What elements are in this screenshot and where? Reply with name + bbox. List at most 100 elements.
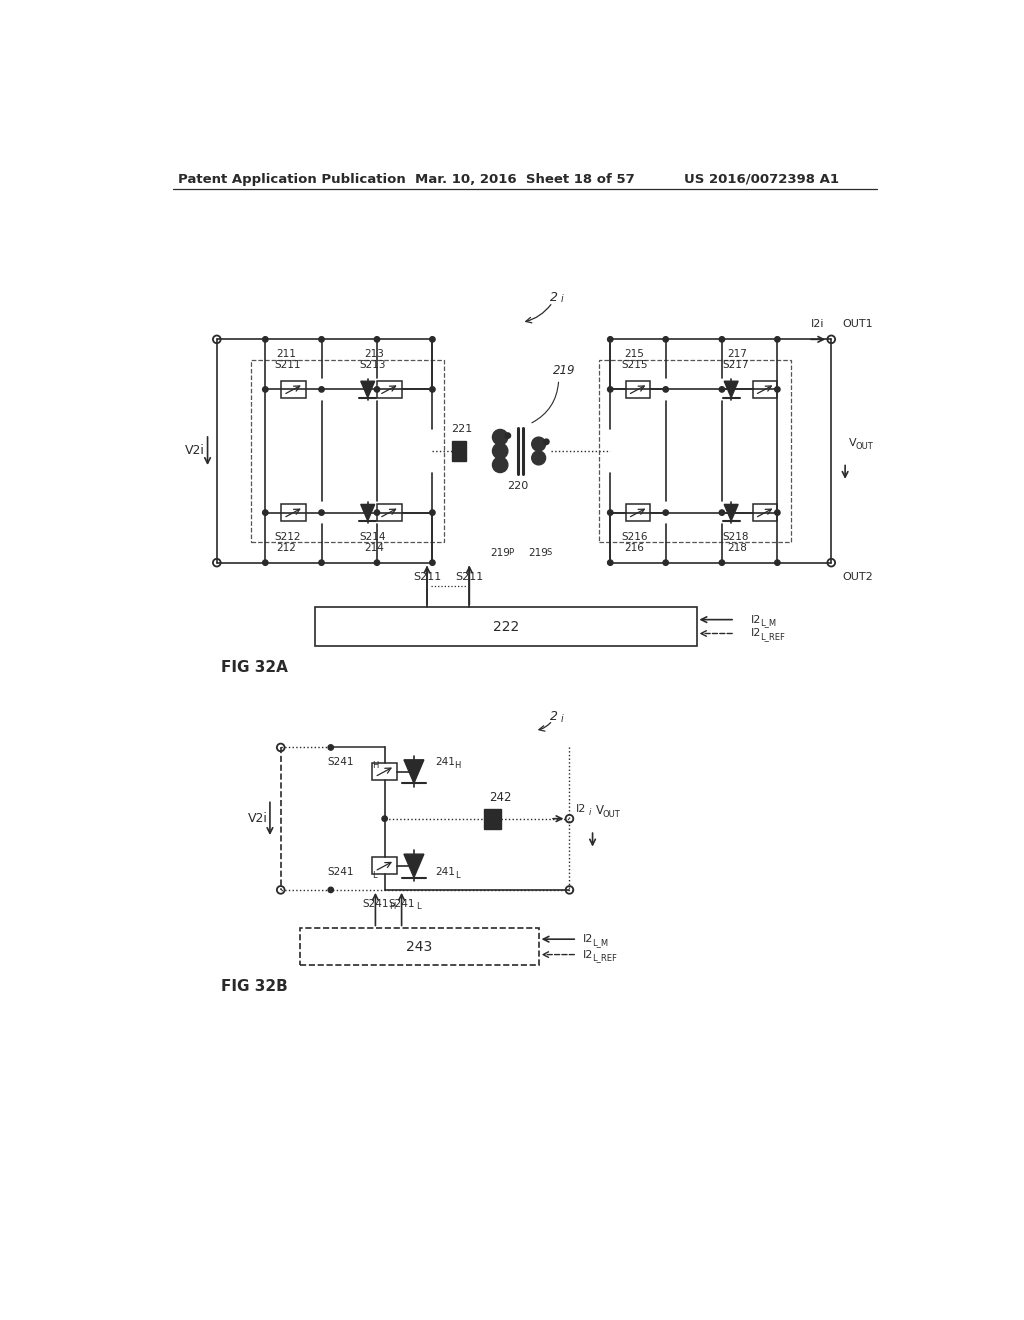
- Circle shape: [663, 560, 669, 565]
- Circle shape: [430, 387, 435, 392]
- Circle shape: [328, 887, 334, 892]
- Circle shape: [328, 744, 334, 750]
- Text: I2: I2: [584, 949, 594, 960]
- Text: S241: S241: [388, 899, 415, 908]
- Text: 219: 219: [553, 363, 575, 376]
- Circle shape: [775, 387, 780, 392]
- Circle shape: [262, 510, 268, 515]
- Text: L: L: [455, 871, 460, 879]
- Text: I2: I2: [751, 615, 761, 624]
- Text: S216: S216: [621, 532, 647, 543]
- Bar: [252, 360, 444, 543]
- Text: 222: 222: [493, 619, 519, 634]
- Text: S241: S241: [328, 758, 354, 767]
- Text: 217: 217: [727, 348, 748, 359]
- Circle shape: [262, 560, 268, 565]
- Text: FIG 32A: FIG 32A: [221, 660, 289, 675]
- Text: H: H: [389, 903, 395, 911]
- Text: Patent Application Publication: Patent Application Publication: [178, 173, 407, 186]
- Text: L_REF: L_REF: [593, 953, 617, 962]
- Circle shape: [775, 560, 780, 565]
- Circle shape: [318, 387, 325, 392]
- Text: S241: S241: [328, 867, 354, 876]
- Text: L: L: [416, 903, 421, 911]
- Text: S217: S217: [723, 360, 749, 370]
- Circle shape: [262, 337, 268, 342]
- Circle shape: [531, 451, 546, 465]
- Circle shape: [607, 510, 613, 515]
- Text: 218: 218: [727, 543, 748, 553]
- Text: V: V: [849, 438, 857, 449]
- Text: H: H: [454, 760, 460, 770]
- Circle shape: [544, 440, 549, 445]
- Text: OUT: OUT: [603, 809, 621, 818]
- Circle shape: [663, 510, 669, 515]
- Text: OUT: OUT: [855, 442, 873, 451]
- Text: L: L: [373, 871, 377, 879]
- Text: Mar. 10, 2016  Sheet 18 of 57: Mar. 10, 2016 Sheet 18 of 57: [415, 173, 635, 186]
- Text: i: i: [560, 714, 563, 723]
- Text: 215: 215: [625, 348, 644, 359]
- Text: P: P: [508, 548, 513, 557]
- Circle shape: [719, 510, 725, 515]
- Bar: [599, 360, 792, 543]
- Bar: [453, 441, 466, 461]
- Polygon shape: [724, 381, 738, 397]
- Circle shape: [493, 457, 508, 473]
- Circle shape: [719, 560, 725, 565]
- Circle shape: [430, 560, 435, 565]
- Polygon shape: [724, 504, 738, 521]
- Text: I2i: I2i: [811, 319, 824, 329]
- Text: I2: I2: [751, 628, 761, 639]
- Text: S211: S211: [274, 360, 300, 370]
- Text: OUT2: OUT2: [843, 572, 873, 582]
- Circle shape: [382, 816, 387, 821]
- Circle shape: [663, 387, 669, 392]
- Text: FIG 32B: FIG 32B: [221, 979, 288, 994]
- Polygon shape: [404, 760, 424, 783]
- Text: S218: S218: [723, 532, 749, 543]
- Text: I2: I2: [575, 804, 586, 814]
- Text: I2: I2: [584, 935, 594, 944]
- Bar: [626, 504, 650, 521]
- Bar: [753, 504, 777, 521]
- Text: S214: S214: [359, 532, 386, 543]
- Text: US 2016/0072398 A1: US 2016/0072398 A1: [684, 173, 840, 186]
- Text: 220: 220: [507, 480, 528, 491]
- Text: 2: 2: [550, 290, 558, 304]
- Text: S213: S213: [359, 360, 386, 370]
- Circle shape: [374, 560, 380, 565]
- Circle shape: [318, 560, 325, 565]
- Text: 2: 2: [550, 710, 558, 723]
- Circle shape: [505, 433, 511, 438]
- Text: S211: S211: [456, 572, 483, 582]
- Text: L_REF: L_REF: [760, 632, 784, 642]
- Bar: [282, 381, 306, 397]
- Polygon shape: [360, 504, 375, 521]
- Bar: [484, 809, 501, 829]
- Bar: [315, 607, 696, 645]
- Text: S: S: [547, 548, 552, 557]
- Circle shape: [374, 337, 380, 342]
- Bar: [373, 858, 397, 874]
- Circle shape: [607, 337, 613, 342]
- Text: 213: 213: [364, 348, 384, 359]
- Circle shape: [531, 437, 546, 451]
- Text: 211: 211: [275, 348, 296, 359]
- Circle shape: [374, 510, 380, 515]
- Bar: [282, 504, 306, 521]
- Text: OUT1: OUT1: [843, 319, 873, 329]
- Circle shape: [663, 337, 669, 342]
- Circle shape: [607, 387, 613, 392]
- Text: 214: 214: [364, 543, 384, 553]
- Text: H: H: [373, 760, 379, 770]
- Text: V2i: V2i: [248, 812, 267, 825]
- Text: 221: 221: [451, 425, 472, 434]
- Polygon shape: [360, 381, 375, 397]
- Circle shape: [374, 387, 380, 392]
- Text: 219: 219: [528, 548, 549, 557]
- Text: 216: 216: [625, 543, 644, 553]
- Bar: [626, 381, 650, 397]
- Circle shape: [318, 510, 325, 515]
- Text: V2i: V2i: [185, 445, 205, 458]
